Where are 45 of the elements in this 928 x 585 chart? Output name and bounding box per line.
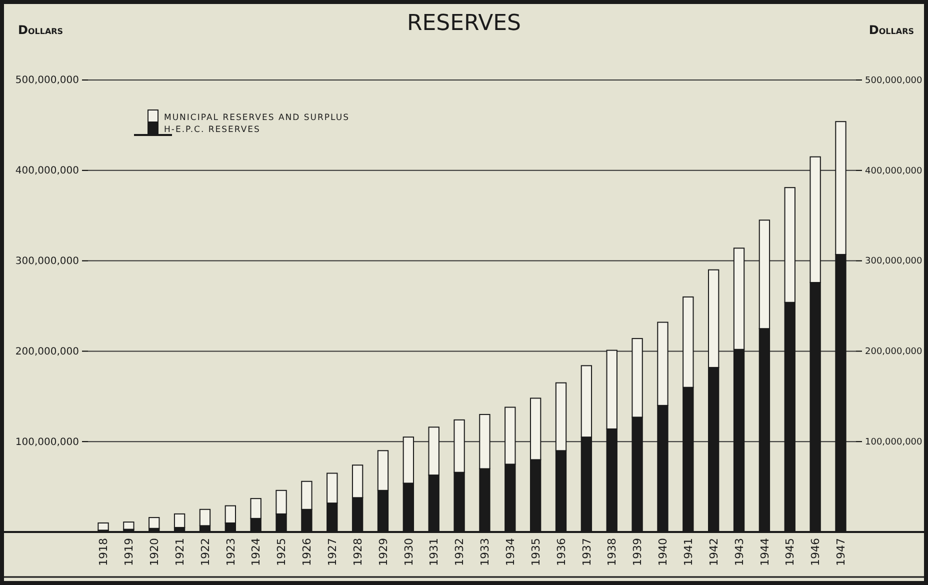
x-tick-label: 1944 xyxy=(758,538,772,566)
x-tick-label: 1938 xyxy=(606,538,619,566)
x-tick-label: 1918 xyxy=(97,538,110,566)
legend-label: H-E.P.C. RESERVES xyxy=(164,125,260,135)
x-tick-label: 1947 xyxy=(834,538,848,566)
y2-tick-label: 400,000,000 xyxy=(865,166,923,176)
x-tick-label: 1945 xyxy=(784,538,797,566)
y2-tick-label: 500,000,000 xyxy=(865,76,923,86)
x-tick-label: 1920 xyxy=(148,538,161,566)
x-tick-label: 1930 xyxy=(402,538,416,566)
y2-tick-label: 100,000,000 xyxy=(865,437,923,448)
y2-tick-label: 300,000,000 xyxy=(865,256,923,267)
y-tick-label: 500,000,000 xyxy=(15,75,79,86)
y-tick-label: 200,000,000 xyxy=(15,346,79,358)
x-tick-label: 1943 xyxy=(732,538,746,566)
x-tick-label: 1929 xyxy=(376,538,390,566)
x-tick-label: 1924 xyxy=(250,538,263,566)
x-tick-label: 1933 xyxy=(478,538,492,566)
x-tick-label: 1925 xyxy=(275,538,288,566)
y-tick-label: 400,000,000 xyxy=(15,166,79,177)
x-tick-label: 1934 xyxy=(504,538,517,566)
x-tick-label: 1942 xyxy=(707,538,720,566)
legend-label: MUNICIPAL RESERVES AND SURPLUS xyxy=(164,113,350,123)
x-tick-label: 1936 xyxy=(554,538,568,566)
x-tick-label: 1921 xyxy=(173,538,186,566)
x-tick-label: 1932 xyxy=(453,538,466,566)
x-tick-label: 1928 xyxy=(351,538,364,566)
y2-axis-title: Dollars xyxy=(868,23,914,37)
chart-title: RESERVES xyxy=(406,11,522,36)
x-tick-label: 1923 xyxy=(224,538,238,566)
x-tick-label: 1922 xyxy=(198,538,212,566)
x-tick-label: 1919 xyxy=(122,538,136,566)
y-axis-title: Dollars xyxy=(18,23,64,37)
y-tick-label: 300,000,000 xyxy=(15,256,79,267)
x-tick-label: 1926 xyxy=(300,538,314,566)
y-tick-label: 100,000,000 xyxy=(15,436,79,448)
x-tick-label: 1931 xyxy=(428,538,441,566)
x-tick-label: 1941 xyxy=(682,538,696,566)
x-tick-label: 1939 xyxy=(631,538,644,566)
y2-tick-label: 200,000,000 xyxy=(865,347,923,358)
x-tick-label: 1940 xyxy=(656,538,670,566)
x-tick-label: 1937 xyxy=(580,538,594,566)
x-tick-label: 1927 xyxy=(326,538,339,566)
x-tick-label: 1935 xyxy=(529,538,542,566)
x-tick-label: 1946 xyxy=(809,538,822,566)
